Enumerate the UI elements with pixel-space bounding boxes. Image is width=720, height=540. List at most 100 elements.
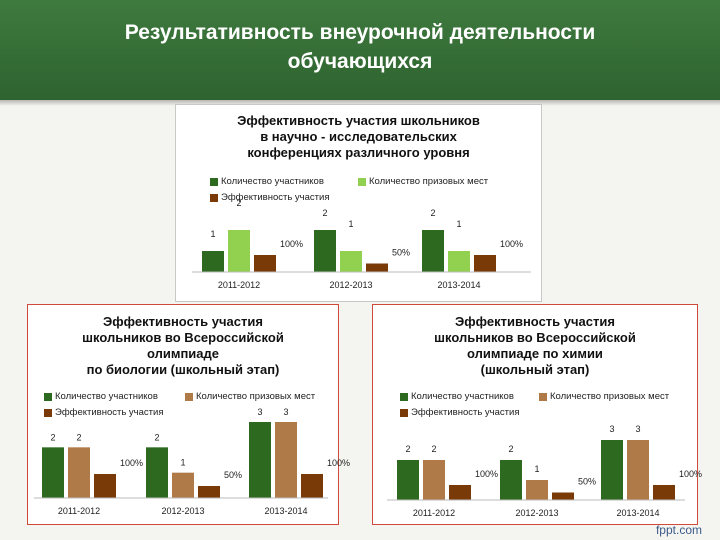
legend-prize-winners: Количество призовых мест xyxy=(358,176,488,187)
data-label: 1 xyxy=(456,219,461,229)
data-label: 2 xyxy=(431,444,436,454)
legend-swatch xyxy=(539,392,547,401)
bar xyxy=(301,474,323,498)
chart-title: Эффективность участия школьников во Всер… xyxy=(28,314,338,378)
page-title: Результативность внеурочной деятельности… xyxy=(60,18,660,76)
legend-label: Количество призовых мест xyxy=(550,391,670,402)
data-label: 3 xyxy=(609,424,614,434)
category-tick-label: 2012-2013 xyxy=(329,280,372,290)
legend-swatch xyxy=(44,392,52,401)
header-banner: Результативность внеурочной деятельности… xyxy=(0,0,720,106)
category-tick-label: 2013-2014 xyxy=(616,508,659,518)
legend-label: Эффективность участия xyxy=(411,407,520,418)
legend-label: Количество призовых мест xyxy=(196,391,316,402)
data-label: 2 xyxy=(76,432,81,442)
data-label: 1 xyxy=(210,229,215,239)
data-label: 100% xyxy=(679,469,702,479)
legend-efficiency: Эффективность участия xyxy=(44,407,163,418)
bar xyxy=(653,485,675,500)
legend-label: Количество участников xyxy=(411,391,514,402)
bar xyxy=(94,474,116,498)
legend-prize-winners: Количество призовых мест xyxy=(185,391,315,402)
legend-swatch xyxy=(210,193,218,202)
chart-title-line: Эффективность участия xyxy=(455,314,615,329)
chart-title: Эффективность участия школьников в научн… xyxy=(176,113,541,161)
page-title-line-1: Результативность внеурочной деятельности xyxy=(124,21,596,44)
bar xyxy=(601,440,623,500)
chart-title-line: конференциях различного уровня xyxy=(247,145,470,160)
bar xyxy=(146,447,168,498)
data-label: 100% xyxy=(500,239,523,249)
chart-panel-chemistry: Эффективность участия школьников во Всер… xyxy=(372,304,702,525)
bar-chart-conferences: 1 2 100% 2011-2012 2 1 50% 2012-2013 2 1 100% 2013-… xyxy=(192,198,531,290)
data-label: 2 xyxy=(430,208,435,218)
bar xyxy=(366,263,388,272)
page-title-line-2: обучающихся xyxy=(287,50,433,73)
category-tick-label: 2012-2013 xyxy=(515,508,558,518)
bar xyxy=(423,460,445,500)
bar xyxy=(249,422,271,498)
legend-participants: Количество участников xyxy=(210,176,324,187)
category-tick-label: 2013-2014 xyxy=(437,280,480,290)
legend-label: Эффективность участия xyxy=(221,192,330,203)
category-tick-label: 2012-2013 xyxy=(161,506,204,516)
chart-title-line: Эффективность участия школьников xyxy=(237,113,480,128)
category-tick-label: 2011-2012 xyxy=(413,508,455,518)
legend-label: Количество участников xyxy=(221,176,324,187)
legend-swatch xyxy=(185,392,193,401)
data-label: 2 xyxy=(236,198,241,208)
bar xyxy=(422,230,444,272)
bar xyxy=(397,460,419,500)
bar xyxy=(172,472,194,498)
data-label: 1 xyxy=(534,464,539,474)
legend-swatch xyxy=(358,177,366,186)
data-label: 1 xyxy=(180,458,185,468)
data-label: 3 xyxy=(283,407,288,417)
bar-chart-chemistry: 2 2 100% 2011-2012 2 1 50% 2012-2013 3 3 100% 2013-… xyxy=(387,424,702,518)
data-label: 50% xyxy=(224,470,242,480)
bar xyxy=(340,251,362,272)
legend-label: Эффективность участия xyxy=(55,407,164,418)
data-label: 2 xyxy=(322,208,327,218)
footer-brand: fppt.com xyxy=(655,523,702,537)
data-label: 3 xyxy=(257,407,262,417)
legend-label: Количество участников xyxy=(55,391,158,402)
legend-label: Количество призовых мест xyxy=(369,176,489,187)
chart-title-line: Эффективность участия xyxy=(103,314,263,329)
bar xyxy=(448,251,470,272)
data-label: 100% xyxy=(475,469,498,479)
chart-title-line: в научно - исследовательских xyxy=(260,129,457,144)
category-tick-label: 2013-2014 xyxy=(264,506,307,516)
chart-title-line: олимпиаде xyxy=(146,346,220,361)
bar xyxy=(68,447,90,498)
category-tick-label: 2011-2012 xyxy=(58,506,100,516)
data-label: 50% xyxy=(578,477,596,487)
chart-title-line: (школьный этап) xyxy=(480,362,590,377)
legend-participants: Количество участников xyxy=(44,391,158,402)
data-label: 1 xyxy=(348,219,353,229)
category-tick-label: 2011-2012 xyxy=(218,280,260,290)
data-label: 100% xyxy=(120,458,143,468)
chart-title-line: школьников во Всероссийской xyxy=(434,330,636,345)
legend-swatch xyxy=(44,408,52,417)
data-label: 100% xyxy=(280,239,303,249)
legend-participants: Количество участников xyxy=(400,391,514,402)
bar xyxy=(275,422,297,498)
bar xyxy=(500,460,522,500)
chart-title-line: олимпиаде по химии xyxy=(467,346,603,361)
data-label: 2 xyxy=(508,444,513,454)
legend-swatch xyxy=(210,177,218,186)
bar xyxy=(314,230,336,272)
data-label: 2 xyxy=(154,432,159,442)
bar xyxy=(198,486,220,498)
data-label: 100% xyxy=(327,458,350,468)
data-label: 50% xyxy=(392,248,410,258)
legend-efficiency: Эффективность участия xyxy=(210,192,329,203)
data-label: 2 xyxy=(405,444,410,454)
header-shadow xyxy=(0,100,720,106)
bar-chart-biology: 2 2 100% 2011-2012 2 1 50% 2012-2013 3 3 100% 2013-… xyxy=(34,407,350,516)
chart-panel-biology: Эффективность участия школьников во Всер… xyxy=(27,304,350,525)
bar xyxy=(474,255,496,272)
bar xyxy=(552,492,574,500)
bar xyxy=(42,447,64,498)
